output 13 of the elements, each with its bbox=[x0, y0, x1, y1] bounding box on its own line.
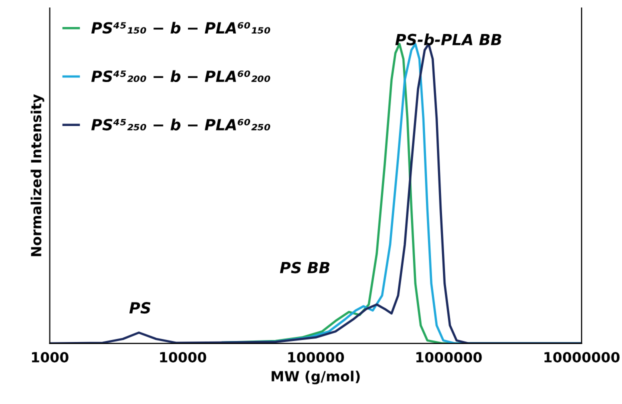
x-tick-label: 10000000 bbox=[544, 352, 620, 362]
legend-label: PS⁴⁵₁₅₀ − b − PLA⁶⁰₁₅₀ bbox=[91, 22, 270, 34]
annotation: PS bbox=[129, 302, 150, 314]
x-tick-label: 1000 bbox=[32, 352, 68, 362]
x-tick-label: 1000000 bbox=[416, 352, 482, 362]
annotation: PS BB bbox=[280, 262, 330, 274]
legend-label: PS⁴⁵₂₅₀ − b − PLA⁶⁰₂₅₀ bbox=[91, 118, 270, 130]
y-axis-title: Normalized Intensity bbox=[30, 94, 44, 256]
annotation: PS-b-PLA BB bbox=[395, 34, 502, 46]
x-axis-title: MW (g/mol) bbox=[272, 370, 360, 384]
x-tick-label: 100000 bbox=[288, 352, 344, 362]
x-tick-label: 10000 bbox=[160, 352, 206, 362]
legend-label: PS⁴⁵₂₀₀ − b − PLA⁶⁰₂₀₀ bbox=[91, 70, 270, 82]
